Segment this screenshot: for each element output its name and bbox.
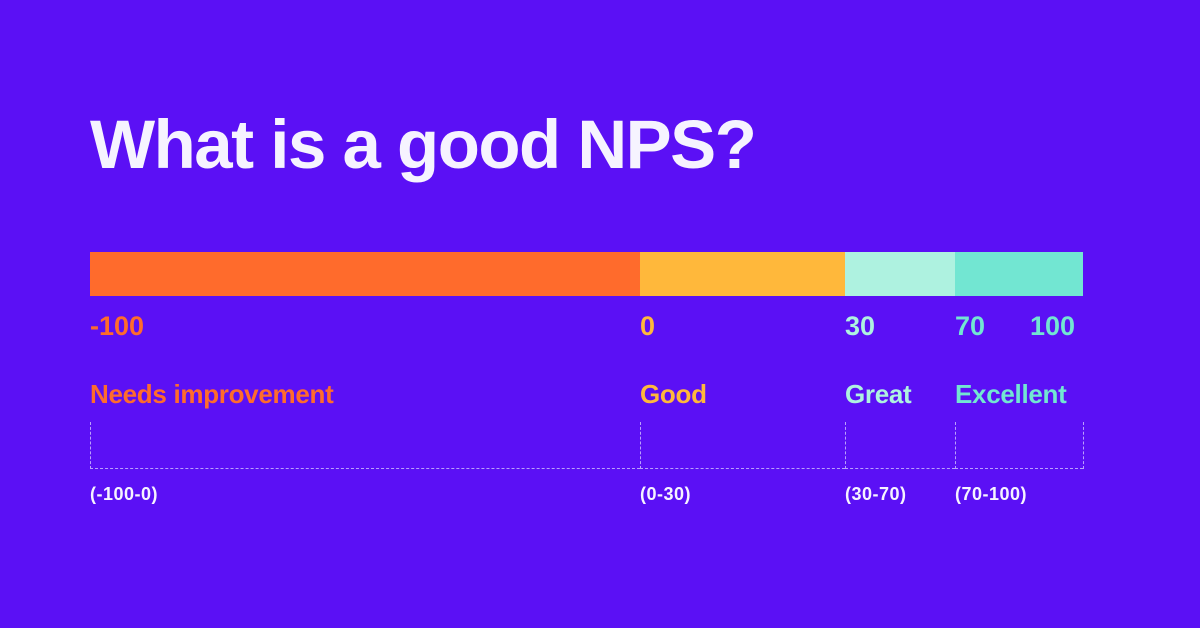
tick-label-seventy: 70 (955, 311, 986, 341)
category-label-excellent: Excellent (955, 379, 1067, 409)
tick-label-min: -100 (90, 311, 145, 341)
tick-label-thirty: 30 (845, 311, 876, 341)
page-title: What is a good NPS? (90, 106, 757, 183)
category-label-good: Good (640, 379, 707, 409)
bar-segment-good (640, 252, 845, 296)
bar-segment-great (845, 252, 955, 296)
bar-segment-needs-improvement (90, 252, 640, 296)
range-text-needs-improvement: (-100-0) (90, 484, 159, 504)
range-bracket-great (845, 422, 955, 469)
range-bracket-good (640, 422, 845, 469)
range-text-good: (0-30) (640, 484, 692, 504)
range-text-great: (30-70) (845, 484, 907, 504)
category-label-needs-improvement: Needs improvement (90, 379, 334, 409)
range-bracket-end (1083, 422, 1084, 469)
tick-label-zero: 0 (640, 311, 656, 341)
range-bracket-needs-improvement (90, 422, 640, 469)
category-label-great: Great (845, 379, 912, 409)
bar-segment-excellent (955, 252, 1083, 296)
range-text-excellent: (70-100) (955, 484, 1028, 504)
range-bracket-excellent (955, 422, 1083, 469)
tick-label-max: 100 (1030, 311, 1076, 341)
